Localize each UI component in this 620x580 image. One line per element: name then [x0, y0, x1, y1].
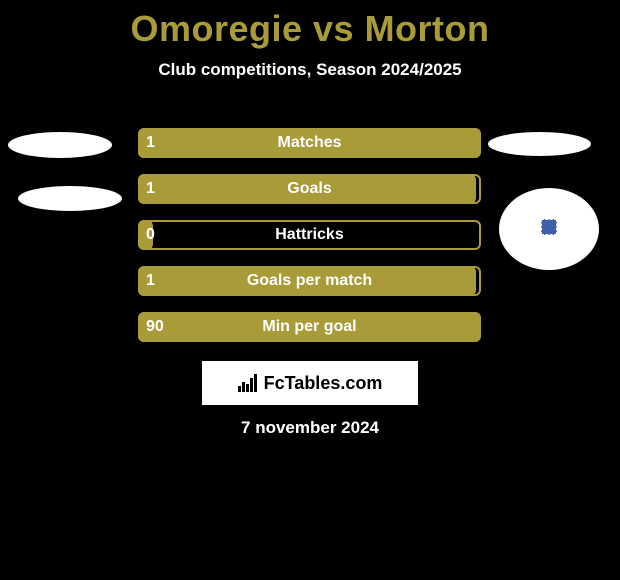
- stat-row: 90Min per goal: [0, 312, 620, 342]
- stat-label: Goals per match: [138, 266, 481, 296]
- player-placeholder-shape: [18, 186, 122, 211]
- stat-label: Matches: [138, 128, 481, 158]
- subtitle: Club competitions, Season 2024/2025: [0, 60, 620, 80]
- stat-row: 1Goals per match: [0, 266, 620, 296]
- stat-label: Hattricks: [138, 220, 481, 250]
- stat-label: Min per goal: [138, 312, 481, 342]
- player-placeholder-shape: [488, 132, 591, 156]
- bar-chart-icon: [238, 374, 260, 392]
- logo-text: FcTables.com: [238, 373, 383, 394]
- player-placeholder-shape: [8, 132, 112, 158]
- source-logo: FcTables.com: [202, 361, 418, 405]
- team-badge-icon: [541, 219, 557, 235]
- logo-label: FcTables.com: [264, 373, 383, 394]
- page-title: Omoregie vs Morton: [0, 8, 620, 50]
- stat-label: Goals: [138, 174, 481, 204]
- date-label: 7 november 2024: [0, 418, 620, 438]
- comparison-card: Omoregie vs Morton Club competitions, Se…: [0, 8, 620, 580]
